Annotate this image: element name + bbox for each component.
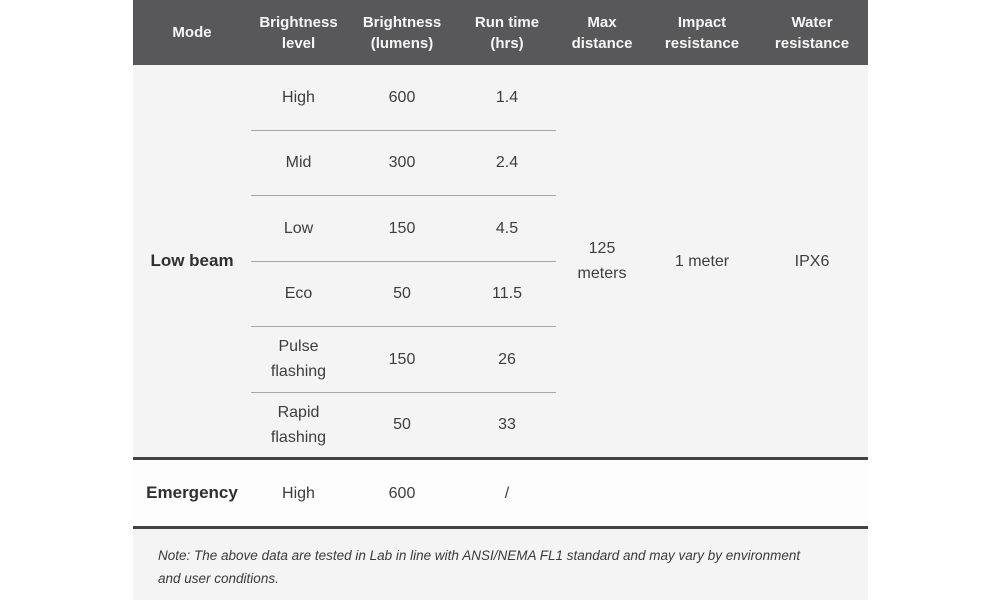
lumens-cell: 300	[388, 154, 416, 172]
header-cell-impact-resistance: Impact resistance	[664, 13, 740, 52]
header-cell-max-distance: Max distance	[571, 13, 633, 52]
low-beam-subrows: High 600 1.4 Mid 300 2.4 Low 150 4.5 Eco…	[251, 65, 556, 457]
runtime-cell: /	[504, 484, 510, 502]
note-line-2: and user conditions.	[158, 571, 279, 586]
level-cell: Eco	[284, 285, 313, 303]
runtime-cell: 11.5	[492, 285, 522, 303]
impact-resistance-value: 1 meter	[674, 252, 730, 270]
runtime-cell: 26	[498, 350, 516, 368]
runtime-cell: 4.5	[495, 219, 519, 237]
runtime-cell: 33	[498, 416, 516, 434]
level-cell: Mid	[285, 154, 312, 172]
level-cell: Low	[283, 219, 314, 237]
level-cell: High	[282, 484, 315, 502]
spec-table: Mode Brightness level Brightness (lumens…	[133, 0, 868, 600]
runtime-cell: 2.4	[495, 154, 519, 172]
mode-cell-low-beam: Low beam	[133, 65, 251, 457]
table-row-mid: Mid 300 2.4	[251, 129, 556, 196]
level-cell: Rapid flashing	[270, 403, 327, 446]
note-section: Note: The above data are tested in Lab i…	[133, 529, 868, 600]
lumens-cell: 600	[388, 484, 416, 502]
impact-resistance-cell: 1 meter	[648, 249, 756, 274]
low-beam-label: Low beam	[150, 251, 234, 270]
max-distance-cell: 125 meters	[556, 236, 648, 286]
table-row-eco: Eco 50 11.5	[251, 260, 556, 327]
level-cell: Pulse flashing	[270, 338, 327, 381]
emergency-row: Emergency High 600 /	[133, 460, 868, 526]
lumens-cell: 50	[393, 285, 411, 303]
table-row-high: High 600 1.4	[251, 65, 556, 130]
merged-spec-cells: 125 meters 1 meter IPX6	[556, 65, 868, 457]
lumens-cell: 150	[388, 350, 416, 368]
low-beam-section: Low beam High 600 1.4 Mid 300 2.4 Low 15…	[133, 65, 868, 457]
header-cell-brightness-level: Brightness level	[259, 13, 338, 52]
header-cell-water-resistance: Water resistance	[774, 13, 850, 52]
header-cell-mode: Mode	[172, 24, 212, 41]
table-row-rapid-flashing: Rapid flashing 50 33	[251, 391, 556, 458]
mode-cell-emergency: Emergency	[133, 480, 251, 506]
table-row-pulse-flashing: Pulse flashing 150 26	[251, 326, 556, 392]
water-resistance-cell: IPX6	[794, 252, 830, 270]
lumens-cell: 50	[393, 416, 411, 434]
level-cell: High	[282, 88, 315, 106]
divider-bottom	[133, 526, 868, 529]
lumens-cell: 600	[388, 88, 416, 106]
note-line-1: Note: The above data are tested in Lab i…	[158, 548, 801, 563]
divider-top	[133, 457, 868, 460]
max-distance-value: 125 meters	[577, 240, 627, 282]
lumens-cell: 150	[388, 219, 416, 237]
runtime-cell: 1.4	[495, 88, 519, 106]
table-row-low: Low 150 4.5	[251, 195, 556, 261]
header-cell-brightness-lumens: Brightness (lumens)	[362, 13, 442, 52]
header-cell-run-time: Run time (hrs)	[474, 13, 540, 52]
emergency-label: Emergency	[146, 483, 238, 502]
table-header-row: Mode Brightness level Brightness (lumens…	[133, 0, 868, 65]
